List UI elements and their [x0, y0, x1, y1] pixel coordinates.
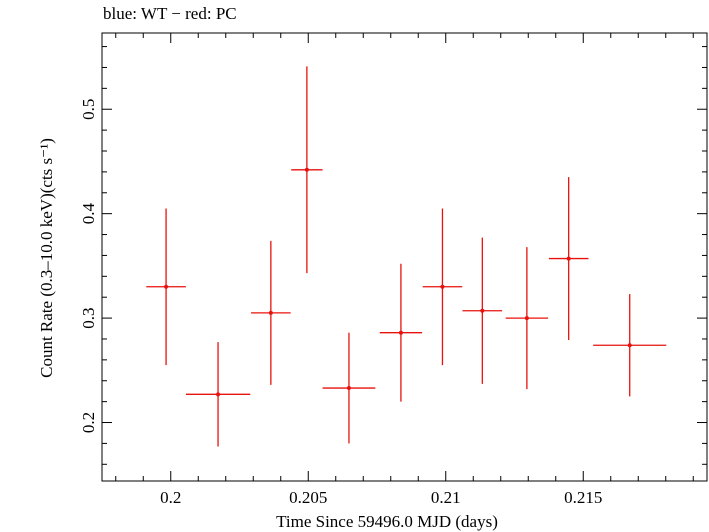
data-points — [146, 66, 667, 447]
data-point — [251, 240, 291, 385]
data-point — [462, 237, 503, 384]
point-marker — [304, 167, 309, 172]
point-marker — [268, 310, 273, 315]
x-tick-label: 0.215 — [564, 488, 602, 507]
y-axis-label: Count Rate (0.3–10.0 keV)(cts s⁻¹) — [37, 138, 56, 378]
data-point — [593, 294, 667, 397]
point-marker — [566, 256, 571, 261]
plot-frame — [101, 32, 708, 482]
x-axis-label: Time Since 59496.0 MJD (days) — [276, 512, 498, 531]
data-point — [548, 177, 589, 341]
y-tick-label: 0.4 — [79, 203, 98, 225]
point-marker — [627, 343, 632, 348]
y-tick-label: 0.2 — [79, 412, 98, 433]
axis-ticks: 0.2 0.205 0.21 0.215 0.2 0.3 0.4 0.5 — [79, 33, 707, 507]
point-marker — [164, 284, 169, 289]
x-tick-label: 0.2 — [160, 488, 181, 507]
x-tick-label: 0.21 — [431, 488, 461, 507]
point-marker — [216, 392, 221, 397]
data-point — [146, 208, 186, 366]
point-marker — [480, 308, 485, 313]
chart-title: blue: WT − red: PC — [103, 4, 237, 23]
data-point — [379, 263, 423, 402]
y-tick-label: 0.3 — [79, 307, 98, 328]
x-tick-label: 0.205 — [289, 488, 327, 507]
point-marker — [398, 330, 403, 335]
data-point — [185, 342, 251, 447]
y-tick-label: 0.5 — [79, 99, 98, 120]
data-point — [422, 208, 463, 366]
point-marker — [440, 284, 445, 289]
point-marker — [524, 316, 529, 321]
data-point — [322, 332, 376, 444]
data-point — [505, 247, 549, 390]
data-point — [291, 66, 323, 274]
point-marker — [346, 386, 351, 391]
